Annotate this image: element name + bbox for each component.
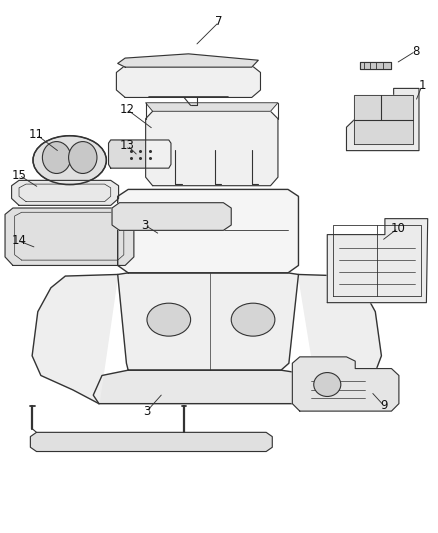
Polygon shape	[30, 432, 272, 451]
Polygon shape	[146, 111, 278, 185]
Ellipse shape	[33, 136, 106, 184]
Polygon shape	[327, 219, 427, 303]
Polygon shape	[117, 66, 261, 98]
Text: 9: 9	[380, 399, 388, 413]
Polygon shape	[146, 103, 278, 111]
Polygon shape	[5, 208, 134, 265]
Polygon shape	[292, 357, 399, 411]
Text: 1: 1	[418, 79, 426, 92]
Polygon shape	[346, 88, 419, 151]
Polygon shape	[112, 203, 231, 230]
Text: 12: 12	[120, 103, 135, 116]
Text: 7: 7	[215, 15, 223, 28]
Polygon shape	[118, 54, 258, 67]
Polygon shape	[32, 274, 118, 403]
Polygon shape	[118, 189, 298, 273]
Ellipse shape	[147, 303, 191, 336]
Polygon shape	[93, 370, 326, 403]
Ellipse shape	[42, 142, 71, 173]
Text: 14: 14	[11, 235, 27, 247]
Text: 3: 3	[143, 405, 151, 417]
Polygon shape	[360, 62, 391, 69]
Ellipse shape	[69, 142, 97, 173]
Text: 8: 8	[412, 45, 419, 58]
Polygon shape	[12, 180, 119, 205]
Ellipse shape	[231, 303, 275, 336]
Polygon shape	[118, 273, 298, 370]
Polygon shape	[354, 95, 413, 144]
Text: 10: 10	[391, 222, 406, 235]
Text: 11: 11	[29, 128, 44, 141]
Text: 15: 15	[11, 168, 26, 182]
Polygon shape	[109, 140, 171, 168]
Text: 3: 3	[141, 219, 148, 231]
Polygon shape	[298, 274, 381, 403]
Text: 13: 13	[120, 139, 135, 152]
Ellipse shape	[314, 373, 341, 397]
